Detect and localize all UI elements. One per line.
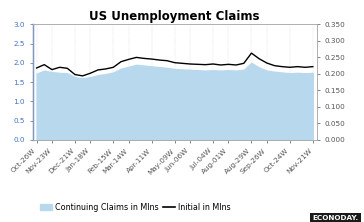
Text: ECONODAY.: ECONODAY. <box>312 215 359 221</box>
Title: US Unemployment Claims: US Unemployment Claims <box>90 10 260 23</box>
Legend: Continuing Claims in Mlns, Initial in Mlns: Continuing Claims in Mlns, Initial in Ml… <box>37 199 234 215</box>
